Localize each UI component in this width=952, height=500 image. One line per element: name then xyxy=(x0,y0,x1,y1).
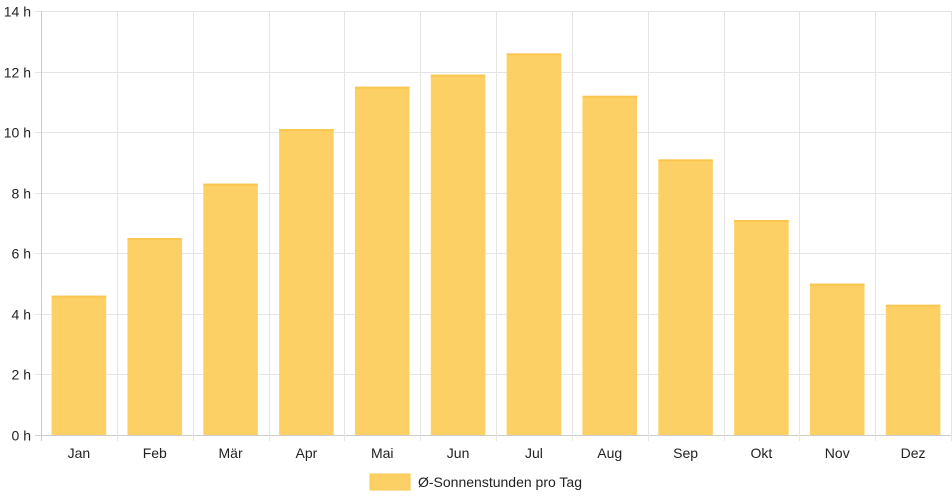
x-tick-label: Okt xyxy=(751,445,773,461)
bar[interactable] xyxy=(203,183,258,435)
x-tick-label: Sep xyxy=(673,445,698,461)
y-tick-label: 4 h xyxy=(12,307,31,323)
grid-lines xyxy=(35,11,952,441)
y-tick-label: 12 h xyxy=(4,65,31,81)
x-tick-label: Dez xyxy=(901,445,926,461)
bar[interactable] xyxy=(51,295,107,435)
y-tick-label: 0 h xyxy=(12,428,31,444)
bar[interactable] xyxy=(658,159,713,435)
bar[interactable] xyxy=(127,238,183,435)
y-tick-label: 10 h xyxy=(4,125,31,141)
bar[interactable] xyxy=(430,74,486,435)
legend[interactable]: Ø-Sonnenstunden pro Tag xyxy=(369,473,582,491)
x-tick-label: Jul xyxy=(525,445,543,461)
x-tick-label: Nov xyxy=(825,445,850,461)
y-tick-label: 14 h xyxy=(4,4,31,20)
x-tick-label: Feb xyxy=(143,445,167,461)
y-tick-label: 2 h xyxy=(12,367,31,383)
x-tick-label: Apr xyxy=(296,445,318,461)
x-axis-ticks: Jan Feb Mär Apr Mai Jun Jul Aug Sep Okt Nov Dez xyxy=(68,445,926,461)
bar[interactable] xyxy=(885,304,941,435)
bars xyxy=(51,53,941,436)
y-tick-label: 6 h xyxy=(12,246,31,262)
legend-label[interactable]: Ø-Sonnenstunden pro Tag xyxy=(418,474,582,490)
bar[interactable] xyxy=(809,283,865,435)
x-tick-label: Aug xyxy=(597,445,622,461)
x-tick-label: Mai xyxy=(371,445,394,461)
bar[interactable] xyxy=(734,219,789,435)
bar[interactable] xyxy=(506,53,562,436)
y-axis-ticks: 0 h 2 h 4 h 6 h 8 h 10 h 12 h 14 h xyxy=(4,4,31,444)
legend-swatch[interactable] xyxy=(369,473,411,491)
x-tick-label: Mär xyxy=(219,445,243,461)
bar[interactable] xyxy=(582,95,638,436)
bar[interactable] xyxy=(354,86,410,435)
x-tick-label: Jun xyxy=(447,445,470,461)
bar[interactable] xyxy=(279,129,334,435)
y-tick-label: 8 h xyxy=(12,186,31,202)
x-tick-label: Jan xyxy=(68,445,91,461)
